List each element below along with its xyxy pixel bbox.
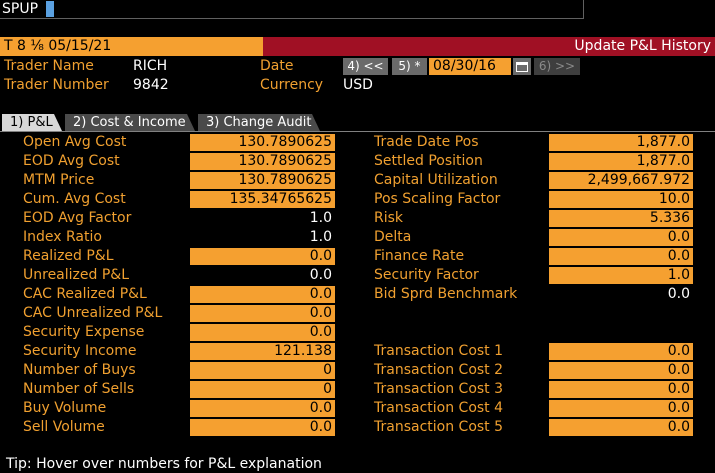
finance-rate-label: Finance Rate (374, 248, 465, 264)
unrealized-pandl-label: Unrealized P&L (23, 267, 129, 283)
transaction-cost-1-label: Transaction Cost 1 (374, 343, 504, 359)
security-expense-label: Security Expense (23, 324, 145, 340)
function-title: Update P&L History (574, 38, 711, 54)
security-factor-field[interactable]: 1.0 (549, 267, 693, 284)
tab-change-audit[interactable]: 3) Change Audit (198, 114, 320, 131)
index-ratio-label: Index Ratio (23, 229, 102, 245)
function-titlebar (263, 37, 715, 56)
transaction-cost-2-field[interactable]: 0.0 (549, 362, 693, 379)
trader-number-value: 9842 (133, 77, 169, 93)
transaction-cost-4-label: Transaction Cost 4 (374, 400, 504, 416)
cum-avg-cost-label: Cum. Avg Cost (23, 191, 126, 207)
number-of-buys-label: Number of Buys (23, 362, 136, 378)
number-of-sells-label: Number of Sells (23, 381, 135, 397)
pos-scaling-factor-label: Pos Scaling Factor (374, 191, 501, 207)
transaction-cost-5-field[interactable]: 0.0 (549, 419, 693, 436)
tab-cost-income[interactable]: 2) Cost & Income (65, 114, 195, 131)
security-factor-label: Security Factor (374, 267, 479, 283)
cac-realized-pandl-field[interactable]: 0.0 (190, 286, 335, 303)
index-ratio-field[interactable]: 1.0 (309, 229, 332, 245)
transaction-cost-5-label: Transaction Cost 5 (374, 419, 504, 435)
eod-avg-cost-label: EOD Avg Cost (23, 153, 120, 169)
trade-date-pos-label: Trade Date Pos (374, 134, 479, 150)
cum-avg-cost-field[interactable]: 135.34765625 (190, 191, 335, 208)
settled-position-field[interactable]: 1,877.0 (549, 153, 693, 170)
buy-volume-field[interactable]: 0.0 (190, 400, 335, 417)
eod-avg-factor-label: EOD Avg Factor (23, 210, 132, 226)
prev-date-button[interactable]: 4) << (343, 58, 388, 75)
cac-unrealized-pandl-label: CAC Unrealized P&L (23, 305, 163, 321)
settled-position-label: Settled Position (374, 153, 483, 169)
eod-avg-cost-field[interactable]: 130.7890625 (190, 153, 335, 170)
transaction-cost-3-field[interactable]: 0.0 (549, 381, 693, 398)
open-avg-cost-field[interactable]: 130.7890625 (190, 134, 335, 151)
realized-pandl-field[interactable]: 0.0 (190, 248, 335, 265)
sell-volume-field[interactable]: 0.0 (190, 419, 335, 436)
currency-value: USD (343, 77, 373, 93)
calendar-icon[interactable] (513, 58, 531, 75)
buy-volume-label: Buy Volume (23, 400, 107, 416)
transaction-cost-2-label: Transaction Cost 2 (374, 362, 504, 378)
risk-label: Risk (374, 210, 404, 226)
realized-pandl-label: Realized P&L (23, 248, 114, 264)
finance-rate-field[interactable]: 0.0 (549, 248, 693, 265)
transaction-cost-3-label: Transaction Cost 3 (374, 381, 504, 397)
command-input[interactable]: SPUP (2, 1, 39, 17)
transaction-cost-4-field[interactable]: 0.0 (549, 400, 693, 417)
next-date-button[interactable]: 6) >> (534, 58, 580, 75)
trade-date-pos-field[interactable]: 1,877.0 (549, 134, 693, 151)
date-label: Date (260, 58, 294, 74)
tab-divider (0, 131, 715, 132)
current-date-button[interactable]: 5) * (392, 58, 427, 75)
sell-volume-label: Sell Volume (23, 419, 105, 435)
bid-sprd-benchmark-field[interactable]: 0.0 (667, 286, 690, 302)
delta-field[interactable]: 0.0 (549, 229, 693, 246)
security-income-label: Security Income (23, 343, 137, 359)
delta-label: Delta (374, 229, 412, 245)
mtm-price-field[interactable]: 130.7890625 (190, 172, 335, 189)
command-bar[interactable] (0, 0, 584, 19)
trader-number-label: Trader Number (4, 77, 109, 93)
security-title: T 8 ⅟₈ 05/15/21 (4, 38, 112, 54)
number-of-sells-field[interactable]: 0 (190, 381, 335, 398)
security-expense-field[interactable]: 0.0 (190, 324, 335, 341)
cac-unrealized-pandl-field[interactable]: 0.0 (190, 305, 335, 322)
open-avg-cost-label: Open Avg Cost (23, 134, 127, 150)
trader-name-label: Trader Name (4, 58, 94, 74)
tab-pnl[interactable]: 1) P&L (2, 114, 62, 131)
capital-utilization-field[interactable]: 2,499,667.972 (549, 172, 693, 189)
risk-field[interactable]: 5.336 (549, 210, 693, 227)
number-of-buys-field[interactable]: 0 (190, 362, 335, 379)
capital-utilization-label: Capital Utilization (374, 172, 498, 188)
currency-label: Currency (260, 77, 324, 93)
pos-scaling-factor-field[interactable]: 10.0 (549, 191, 693, 208)
transaction-cost-1-field[interactable]: 0.0 (549, 343, 693, 360)
security-titlebar (0, 37, 263, 56)
eod-avg-factor-field[interactable]: 1.0 (309, 210, 332, 226)
tip-text: Tip: Hover over numbers for P&L explanat… (6, 456, 322, 472)
trader-name-value: RICH (133, 58, 168, 74)
date-field[interactable]: 08/30/16 (429, 58, 511, 75)
unrealized-pandl-field[interactable]: 0.0 (309, 267, 332, 283)
mtm-price-label: MTM Price (23, 172, 95, 188)
security-income-field[interactable]: 121.138 (190, 343, 335, 360)
text-cursor (46, 1, 54, 17)
bid-sprd-benchmark-label: Bid Sprd Benchmark (374, 286, 518, 302)
cac-realized-pandl-label: CAC Realized P&L (23, 286, 147, 302)
